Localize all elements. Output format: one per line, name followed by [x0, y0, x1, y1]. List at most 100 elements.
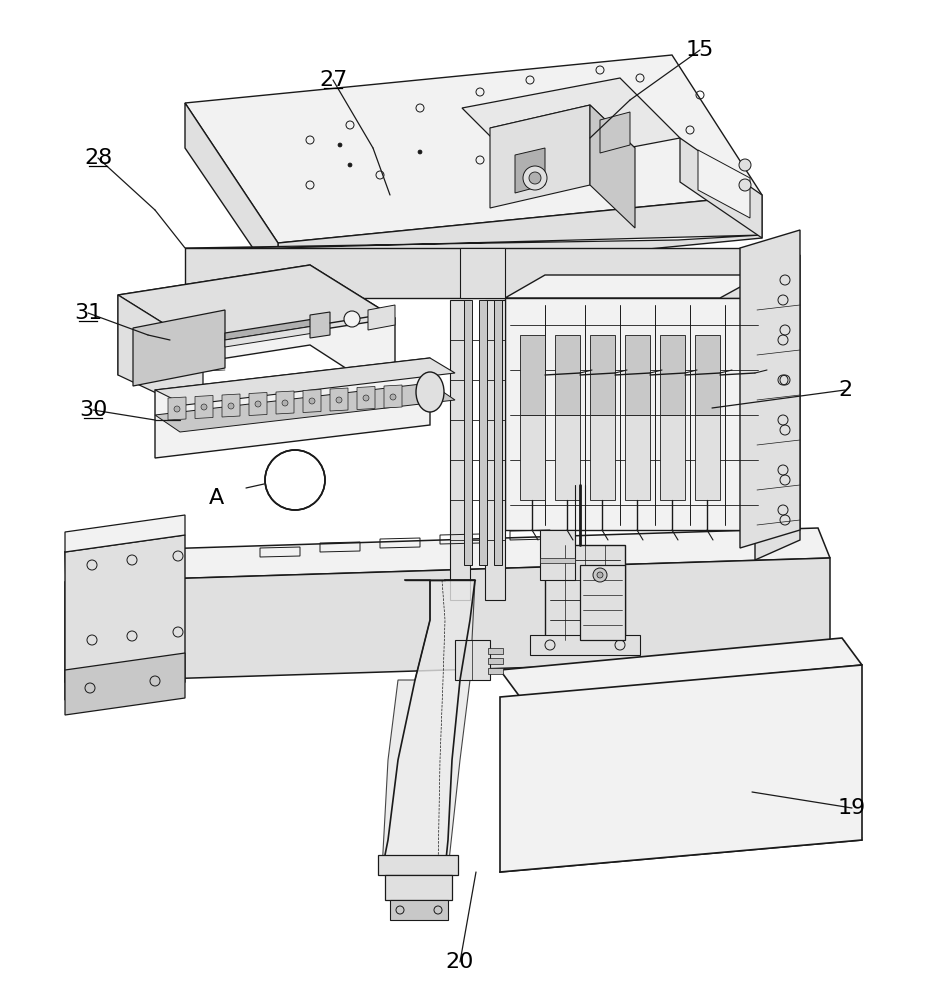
Polygon shape	[330, 388, 348, 411]
Polygon shape	[545, 545, 625, 640]
Polygon shape	[390, 900, 448, 920]
Polygon shape	[195, 395, 213, 418]
Polygon shape	[590, 335, 615, 415]
Circle shape	[174, 406, 180, 412]
Polygon shape	[384, 385, 402, 408]
Polygon shape	[488, 668, 503, 674]
Polygon shape	[378, 855, 458, 875]
Circle shape	[523, 166, 547, 190]
Circle shape	[518, 128, 522, 132]
Polygon shape	[357, 386, 375, 410]
Ellipse shape	[416, 372, 444, 412]
Text: 15: 15	[686, 40, 714, 60]
Polygon shape	[450, 300, 470, 600]
Polygon shape	[460, 248, 505, 298]
Polygon shape	[249, 392, 267, 416]
Polygon shape	[530, 635, 640, 655]
Text: 20: 20	[446, 952, 474, 972]
Polygon shape	[520, 415, 545, 500]
Text: 2: 2	[838, 380, 852, 400]
Circle shape	[739, 179, 751, 191]
Polygon shape	[625, 415, 650, 500]
Polygon shape	[155, 358, 430, 458]
Circle shape	[598, 108, 602, 112]
Polygon shape	[600, 112, 630, 153]
Polygon shape	[515, 148, 545, 193]
Polygon shape	[505, 298, 762, 530]
Polygon shape	[185, 235, 762, 248]
Text: 31: 31	[74, 303, 102, 323]
Polygon shape	[488, 658, 503, 664]
Circle shape	[418, 150, 422, 154]
Polygon shape	[185, 55, 762, 243]
Polygon shape	[222, 394, 240, 417]
Polygon shape	[540, 558, 575, 563]
Polygon shape	[580, 565, 625, 640]
Circle shape	[593, 568, 607, 582]
Text: 27: 27	[319, 70, 347, 90]
Circle shape	[201, 404, 207, 410]
Polygon shape	[278, 195, 762, 285]
Polygon shape	[276, 391, 294, 414]
Polygon shape	[479, 300, 487, 565]
Polygon shape	[168, 397, 186, 420]
Polygon shape	[755, 255, 800, 560]
Polygon shape	[500, 665, 862, 872]
Text: 19: 19	[838, 798, 867, 818]
Polygon shape	[185, 103, 278, 285]
Polygon shape	[65, 528, 830, 582]
Polygon shape	[385, 875, 452, 900]
Polygon shape	[490, 105, 590, 208]
Polygon shape	[660, 415, 685, 500]
Polygon shape	[740, 230, 800, 548]
Polygon shape	[303, 389, 321, 412]
Circle shape	[363, 395, 369, 401]
Circle shape	[338, 143, 342, 147]
Polygon shape	[185, 278, 280, 360]
Polygon shape	[133, 310, 225, 386]
Polygon shape	[464, 300, 472, 565]
Polygon shape	[485, 300, 505, 600]
Polygon shape	[455, 640, 490, 680]
Polygon shape	[118, 295, 203, 415]
Circle shape	[255, 401, 261, 407]
Circle shape	[228, 403, 234, 409]
Polygon shape	[488, 648, 503, 654]
Polygon shape	[65, 515, 185, 552]
Polygon shape	[310, 312, 330, 338]
Circle shape	[529, 172, 541, 184]
Circle shape	[348, 163, 352, 167]
Polygon shape	[368, 305, 395, 330]
Circle shape	[597, 572, 603, 578]
Polygon shape	[155, 358, 455, 405]
Polygon shape	[695, 335, 720, 415]
Polygon shape	[65, 653, 185, 715]
Polygon shape	[555, 335, 580, 415]
Polygon shape	[555, 415, 580, 500]
Polygon shape	[118, 265, 395, 400]
Polygon shape	[490, 105, 635, 170]
Polygon shape	[118, 265, 395, 348]
Circle shape	[282, 400, 288, 406]
Text: A: A	[208, 488, 223, 508]
Circle shape	[478, 113, 482, 117]
Polygon shape	[65, 558, 830, 682]
Polygon shape	[462, 78, 680, 168]
Polygon shape	[680, 138, 762, 238]
Polygon shape	[698, 150, 750, 218]
Circle shape	[344, 311, 360, 327]
Polygon shape	[660, 335, 685, 415]
Polygon shape	[185, 248, 762, 298]
Circle shape	[309, 398, 315, 404]
Text: 30: 30	[79, 400, 107, 420]
Polygon shape	[382, 580, 475, 870]
Polygon shape	[225, 318, 320, 340]
Text: 28: 28	[84, 148, 113, 168]
Polygon shape	[590, 415, 615, 500]
Polygon shape	[520, 335, 545, 415]
Polygon shape	[590, 105, 635, 228]
Polygon shape	[625, 335, 650, 415]
Polygon shape	[540, 530, 575, 580]
Circle shape	[336, 397, 342, 403]
Polygon shape	[494, 300, 502, 565]
